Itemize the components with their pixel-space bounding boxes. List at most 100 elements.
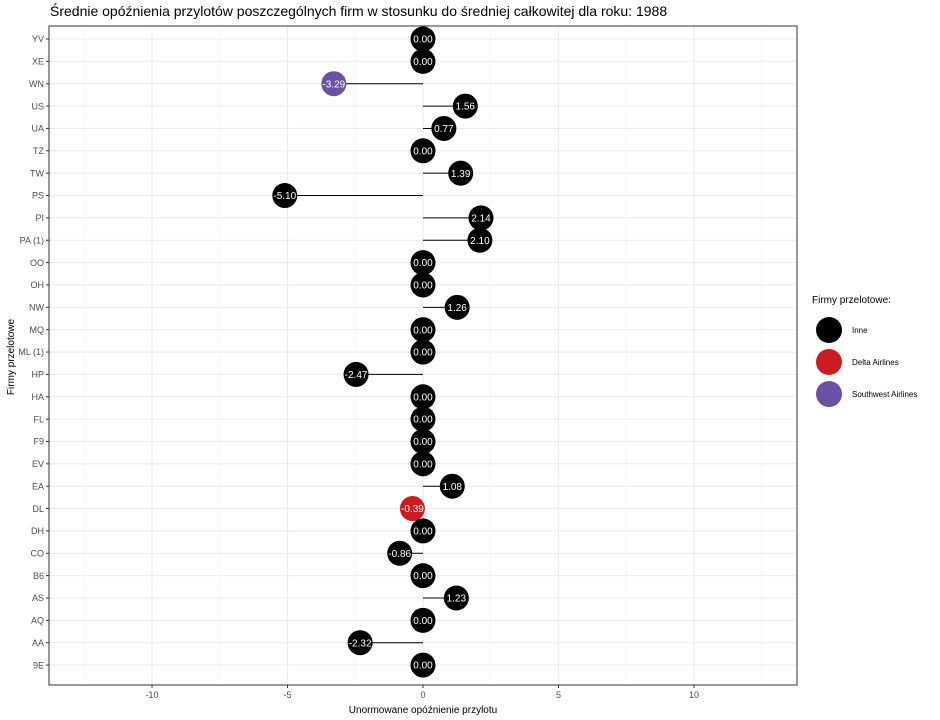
value-label-oo: 0.00 bbox=[413, 258, 433, 269]
dot-nw bbox=[444, 294, 470, 320]
y-tick-label-fl: FL bbox=[33, 414, 44, 424]
y-tick-label-ua: UA bbox=[31, 124, 44, 134]
dot-aa bbox=[347, 630, 373, 656]
legend-item-inne: Inne bbox=[812, 314, 937, 346]
dot-dh bbox=[410, 518, 436, 544]
dot-pa-1 bbox=[467, 227, 493, 253]
y-tick-label-as: AS bbox=[32, 593, 44, 603]
y-tick-label-wn: WN bbox=[29, 79, 44, 89]
dot-as bbox=[443, 585, 469, 611]
value-labels: 0.000.00-3.291.560.770.001.39-5.102.142.… bbox=[273, 35, 491, 672]
dot-yv bbox=[410, 26, 436, 52]
value-label-as: 1.23 bbox=[447, 594, 467, 605]
chart-title: Średnie opóźnienia przylotów poszczególn… bbox=[50, 3, 668, 19]
value-label-oh: 0.00 bbox=[413, 281, 433, 292]
x-tick-label: 5 bbox=[556, 690, 561, 700]
dot-f9 bbox=[410, 428, 436, 454]
y-tick-label-aa: AA bbox=[32, 638, 44, 648]
dot-aq bbox=[410, 607, 436, 633]
value-label-pa-1: 2.10 bbox=[470, 236, 490, 247]
dot-hp bbox=[343, 361, 369, 387]
value-label-nw: 1.26 bbox=[447, 303, 467, 314]
dot-9e bbox=[410, 652, 436, 678]
y-tick-label-ha: HA bbox=[31, 392, 44, 402]
y-tick-label-mq: MQ bbox=[30, 325, 45, 335]
value-label-aa: -2.32 bbox=[349, 638, 372, 649]
y-axis-ticks: YV XE WN US UA TZ TW PS PI PA (1) OO OH NW MQ ML (1) HP… bbox=[18, 34, 49, 670]
y-tick-label-pa-1: PA (1) bbox=[20, 235, 44, 245]
value-label-co: -0.86 bbox=[388, 549, 411, 560]
legend-label-inne: Inne bbox=[852, 325, 868, 335]
y-tick-label-dl: DL bbox=[32, 504, 44, 514]
legend-key-delta-airlines bbox=[816, 349, 842, 375]
y-tick-label-oo: OO bbox=[30, 258, 44, 268]
x-axis-ticks: -10 -5 0 5 10 bbox=[145, 685, 699, 700]
value-label-dh: 0.00 bbox=[413, 527, 433, 538]
y-tick-label-aq: AQ bbox=[31, 616, 44, 626]
legend-label-southwest-airlines: Southwest Airlines bbox=[852, 389, 918, 399]
dot-ml-1 bbox=[410, 339, 436, 365]
legend-title: Firmy przelotowe: bbox=[812, 295, 891, 306]
dot-xe bbox=[410, 48, 436, 74]
legend-item-southwest-airlines: Southwest Airlines bbox=[812, 378, 937, 410]
legend-item-delta-airlines: Delta Airlines bbox=[812, 346, 937, 378]
y-tick-label-hp: HP bbox=[31, 370, 44, 380]
dot-ps bbox=[272, 183, 298, 209]
dot-oo bbox=[410, 250, 436, 276]
value-label-ea: 1.08 bbox=[443, 482, 463, 493]
legend-label-delta-airlines: Delta Airlines bbox=[852, 357, 899, 367]
y-tick-label-oh: OH bbox=[31, 280, 45, 290]
legend: Firmy przelotowe: Inne Delta Airlines So… bbox=[812, 295, 937, 410]
value-label-xe: 0.00 bbox=[413, 57, 433, 68]
y-tick-label-ml-1: ML (1) bbox=[18, 347, 44, 357]
value-label-ps: -5.10 bbox=[273, 191, 296, 202]
value-label-hp: -2.47 bbox=[345, 370, 368, 381]
value-label-ml-1: 0.00 bbox=[413, 348, 433, 359]
y-tick-label-tw: TW bbox=[30, 168, 44, 178]
y-tick-label-tz: TZ bbox=[33, 146, 44, 156]
value-label-b6: 0.00 bbox=[413, 571, 433, 582]
x-tick-label: 0 bbox=[420, 690, 425, 700]
value-label-9e: 0.00 bbox=[413, 661, 433, 672]
y-axis-title: Firmy przelotowe bbox=[6, 319, 17, 396]
x-axis-title: Unormowane opóźnienie przylotu bbox=[349, 705, 497, 716]
value-label-fl: 0.00 bbox=[413, 415, 433, 426]
dot-oh bbox=[410, 272, 436, 298]
y-tick-label-9e: 9E bbox=[33, 660, 44, 670]
value-label-tz: 0.00 bbox=[413, 146, 433, 157]
value-label-us: 1.56 bbox=[456, 102, 476, 113]
y-tick-label-yv: YV bbox=[32, 34, 44, 44]
y-tick-label-ps: PS bbox=[32, 191, 44, 201]
y-tick-label-xe: XE bbox=[32, 57, 44, 67]
grid-lines bbox=[49, 26, 797, 685]
dot-co bbox=[387, 540, 413, 566]
x-tick-label: -10 bbox=[145, 690, 158, 700]
value-label-yv: 0.00 bbox=[413, 35, 433, 46]
dot-pi bbox=[468, 205, 494, 231]
dot-fl bbox=[410, 406, 436, 432]
y-tick-label-ev: EV bbox=[32, 459, 44, 469]
lollipop-dots bbox=[272, 26, 494, 678]
value-label-pi: 2.14 bbox=[471, 213, 491, 224]
dot-tz bbox=[410, 138, 436, 164]
dot-dl bbox=[399, 496, 425, 522]
x-tick-label: -5 bbox=[283, 690, 291, 700]
y-tick-label-ea: EA bbox=[32, 481, 44, 491]
dot-ua bbox=[431, 115, 457, 141]
y-tick-label-pi: PI bbox=[35, 213, 44, 223]
dot-ea bbox=[439, 473, 465, 499]
value-label-mq: 0.00 bbox=[413, 325, 433, 336]
legend-key-southwest-airlines bbox=[816, 381, 842, 407]
value-label-f9: 0.00 bbox=[413, 437, 433, 448]
y-tick-label-b6: B6 bbox=[33, 571, 44, 581]
value-label-dl: -0.39 bbox=[401, 504, 424, 515]
dot-tw bbox=[448, 160, 474, 186]
value-label-ua: 0.77 bbox=[434, 124, 454, 135]
value-label-aq: 0.00 bbox=[413, 616, 433, 627]
y-tick-label-co: CO bbox=[31, 548, 45, 558]
dot-ev bbox=[410, 451, 436, 477]
dot-b6 bbox=[410, 563, 436, 589]
dot-ha bbox=[410, 384, 436, 410]
x-tick-label: 10 bbox=[689, 690, 699, 700]
